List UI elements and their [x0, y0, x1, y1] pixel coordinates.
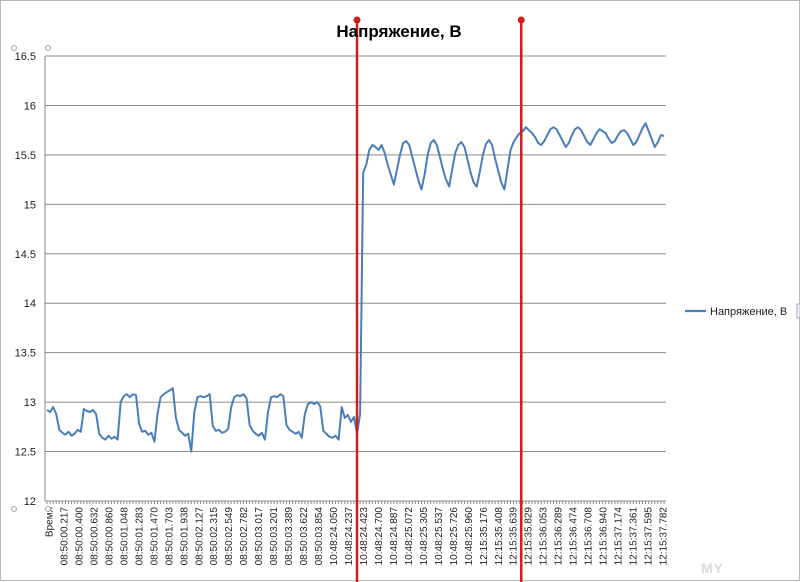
- x-tick-label: 08:50:01.938: [179, 507, 190, 566]
- x-tick-label: 08:50:00.400: [74, 507, 85, 566]
- y-tick-label: 13.5: [15, 348, 36, 360]
- x-tick-label: 08:50:03.854: [314, 507, 325, 566]
- x-tick-label: 08:50:00.217: [59, 507, 70, 566]
- marker-dot[interactable]: [518, 17, 525, 24]
- handle-bottom-right[interactable]: [46, 507, 51, 512]
- x-tick-label: 10:48:24.700: [374, 507, 385, 566]
- x-tick-label: 08:50:01.703: [164, 507, 175, 566]
- y-tick-label: 16: [24, 100, 36, 112]
- x-tick-label: 08:50:01.470: [149, 507, 160, 566]
- y-axis-ticks: 12 12.5 13 13.5 14 14.5 15 15.5 16 16.5: [15, 51, 36, 508]
- x-tick-label: 08:50:02.549: [224, 507, 235, 566]
- y-tick-label: 12.5: [15, 447, 36, 459]
- x-tick-label: 12:15:37.595: [644, 507, 655, 566]
- selection-handles[interactable]: [12, 46, 800, 512]
- x-tick-label: 12:15:35.639: [509, 507, 520, 566]
- x-tick-label: 10:48:25.072: [404, 507, 415, 566]
- y-tick-label: 14: [24, 298, 36, 310]
- handle-bottom-left[interactable]: [12, 507, 17, 512]
- x-tick-label: 08:50:03.622: [299, 507, 310, 566]
- y-tick-label: 12: [24, 496, 36, 508]
- x-tick-label: 12:15:35.176: [479, 507, 490, 566]
- y-tick-label: 14.5: [15, 249, 36, 261]
- x-tick-label: 08:50:03.201: [269, 507, 280, 566]
- x-tick-label: 10:48:24.887: [389, 507, 400, 566]
- x-tick-label: 12:15:36.940: [599, 507, 610, 566]
- x-tick-label: 12:15:37.174: [614, 507, 625, 566]
- x-tick-label: 12:15:35.408: [494, 507, 505, 566]
- x-tick-label: 12:15:35.829: [524, 507, 535, 566]
- legend-label: Напряжение, В: [710, 306, 787, 318]
- x-tick-label: 08:50:02.782: [239, 507, 250, 566]
- x-tick-label: 10:48:24.050: [329, 507, 340, 566]
- x-tick-label: 08:50:03.389: [284, 507, 295, 566]
- watermark-logo: MY: [701, 560, 724, 576]
- x-axis-label: Время: [45, 507, 56, 537]
- handle-top-right[interactable]: [46, 46, 51, 51]
- x-tick-label: 12:15:37.361: [629, 507, 640, 566]
- y-tick-label: 15.5: [15, 150, 36, 162]
- marker-layer: [354, 17, 525, 582]
- x-tick-label: 08:50:03.017: [254, 507, 265, 566]
- chart-title: Напряжение, В: [336, 22, 461, 41]
- gridlines: [45, 56, 666, 501]
- handle-top-left[interactable]: [12, 46, 17, 51]
- x-tick-label: 10:48:25.960: [464, 507, 475, 566]
- x-tick-label: 10:48:25.726: [449, 507, 460, 566]
- y-tick-label: 15: [24, 199, 36, 211]
- x-tick-label: 10:48:24.423: [359, 507, 370, 566]
- y-tick-label: 16.5: [15, 51, 36, 63]
- x-tick-label: 12:15:36.289: [554, 507, 565, 566]
- x-tick-label: 12:15:36.053: [539, 507, 550, 566]
- x-tick-label: 12:15:36.708: [584, 507, 595, 566]
- x-tick-label: 08:50:02.315: [209, 507, 220, 566]
- x-tick-label: 10:48:24.237: [344, 507, 355, 566]
- x-tick-label: 08:50:00.632: [89, 507, 100, 566]
- x-tick-label: 10:48:25.305: [419, 507, 430, 566]
- x-tick-label: 08:50:01.048: [119, 507, 130, 566]
- x-tick-label: 08:50:02.127: [194, 507, 205, 566]
- y-tick-label: 13: [24, 397, 36, 409]
- x-tick-label: 12:15:36.474: [569, 507, 580, 566]
- x-tick-label: 12:15:37.782: [659, 507, 670, 566]
- x-tick-label: 10:48:25.537: [434, 507, 445, 566]
- x-tick-label: 08:50:00.860: [104, 507, 115, 566]
- legend[interactable]: Напряжение, В: [685, 306, 787, 318]
- x-tick-label: 08:50:01.283: [134, 507, 145, 566]
